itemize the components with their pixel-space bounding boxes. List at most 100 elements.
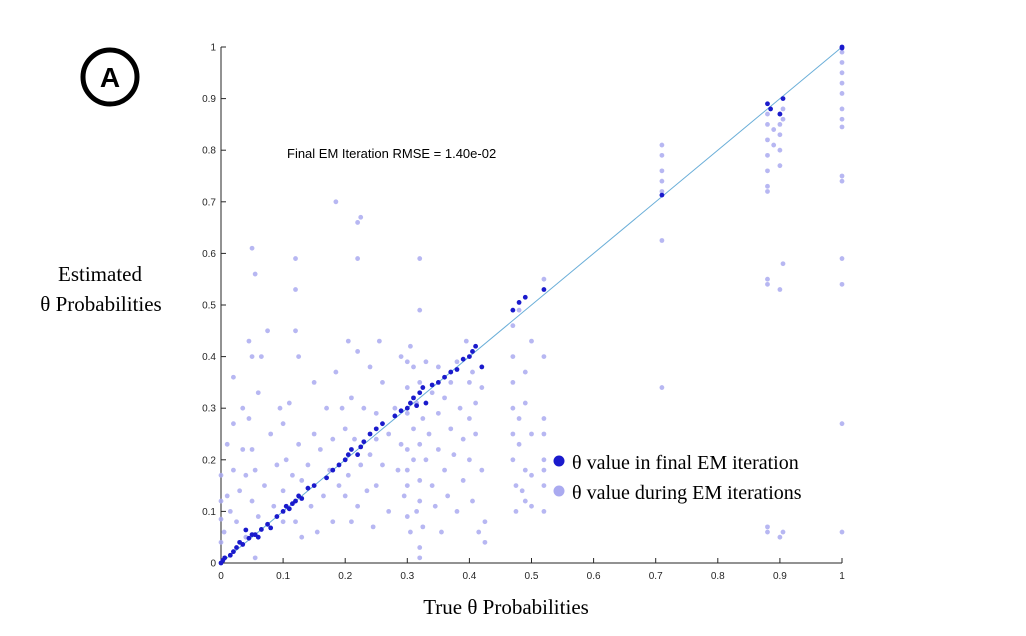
data-point-during-em bbox=[429, 483, 435, 488]
data-point-during-em bbox=[479, 385, 485, 390]
data-point-during-em bbox=[839, 116, 845, 122]
data-point-final-em bbox=[330, 467, 336, 473]
data-point-final-em bbox=[361, 439, 367, 445]
data-point-during-em bbox=[765, 281, 770, 287]
data-point-during-em bbox=[392, 405, 398, 411]
data-point-during-em bbox=[240, 405, 246, 411]
data-point-during-em bbox=[510, 405, 516, 411]
data-point-during-em bbox=[839, 178, 845, 184]
data-point-during-em bbox=[293, 519, 298, 525]
data-point-during-em bbox=[367, 452, 373, 458]
panel-badge-label: A bbox=[100, 62, 120, 93]
data-point-during-em bbox=[510, 354, 516, 359]
data-point-during-em bbox=[659, 238, 665, 243]
data-point-during-em bbox=[330, 436, 336, 442]
data-point-during-em bbox=[290, 472, 295, 478]
data-point-during-em bbox=[541, 416, 547, 421]
data-point-during-em bbox=[240, 447, 246, 452]
data-point-final-em bbox=[227, 552, 233, 558]
legend-label-final: θ value in final EM iteration bbox=[572, 452, 799, 474]
data-point-during-em bbox=[467, 380, 472, 385]
data-point-final-em bbox=[268, 525, 274, 531]
data-point-during-em bbox=[454, 509, 460, 514]
data-point-during-em bbox=[780, 116, 786, 122]
data-point-during-em bbox=[411, 364, 416, 370]
data-point-during-em bbox=[513, 509, 519, 514]
data-point-during-em bbox=[417, 498, 423, 504]
data-point-final-em bbox=[442, 374, 447, 380]
data-point-during-em bbox=[479, 467, 485, 473]
data-point-final-em bbox=[470, 349, 475, 354]
data-point-during-em bbox=[417, 441, 423, 447]
data-point-during-em bbox=[376, 338, 382, 344]
data-point-during-em bbox=[765, 152, 770, 158]
data-point-during-em bbox=[299, 534, 305, 540]
data-point-during-em bbox=[296, 354, 302, 359]
data-point-during-em bbox=[280, 519, 286, 525]
data-point-during-em bbox=[417, 256, 423, 261]
y-tick-label: 0.9 bbox=[202, 94, 216, 105]
data-point-during-em bbox=[454, 359, 460, 365]
data-point-final-em bbox=[311, 483, 317, 488]
data-point-final-em bbox=[454, 367, 460, 372]
data-point-during-em bbox=[839, 49, 845, 55]
data-point-during-em bbox=[417, 307, 423, 313]
data-point-during-em bbox=[541, 467, 547, 473]
data-point-during-em bbox=[541, 483, 547, 488]
data-point-during-em bbox=[417, 380, 423, 385]
data-point-final-em bbox=[274, 514, 280, 519]
data-point-during-em bbox=[473, 431, 479, 437]
data-point-during-em bbox=[355, 503, 361, 509]
data-point-during-em bbox=[373, 483, 379, 488]
data-point-during-em bbox=[355, 220, 361, 225]
data-point-final-em bbox=[243, 527, 249, 533]
data-point-during-em bbox=[224, 441, 230, 447]
data-point-during-em bbox=[262, 483, 267, 488]
data-point-final-em bbox=[392, 413, 398, 419]
x-tick-label: 0.9 bbox=[773, 571, 787, 582]
data-point-during-em bbox=[435, 447, 441, 452]
data-point-during-em bbox=[529, 503, 534, 509]
data-point-during-em bbox=[780, 261, 786, 267]
data-point-during-em bbox=[445, 493, 451, 499]
data-point-final-em bbox=[234, 545, 239, 550]
data-point-during-em bbox=[839, 529, 845, 535]
y-tick-label: 0.8 bbox=[202, 146, 216, 157]
data-point-final-em bbox=[355, 452, 361, 458]
data-point-final-em bbox=[324, 475, 329, 481]
data-point-final-em bbox=[336, 462, 342, 468]
data-point-final-em bbox=[293, 498, 298, 504]
legend: θ value in final EM iteration θ value du… bbox=[553, 452, 802, 504]
data-point-during-em bbox=[342, 426, 348, 432]
data-point-during-em bbox=[442, 395, 447, 401]
data-point-during-em bbox=[243, 472, 249, 478]
data-point-during-em bbox=[408, 529, 413, 535]
data-point-during-em bbox=[249, 354, 255, 359]
data-point-during-em bbox=[252, 271, 258, 277]
y-tick-label: 0.7 bbox=[202, 197, 216, 208]
data-point-final-em bbox=[231, 549, 236, 555]
data-point-during-em bbox=[218, 498, 224, 504]
data-point-during-em bbox=[839, 91, 845, 96]
data-point-during-em bbox=[470, 369, 475, 375]
data-point-during-em bbox=[513, 483, 519, 488]
data-point-during-em bbox=[231, 374, 236, 380]
legend-marker-final bbox=[553, 455, 565, 467]
data-point-during-em bbox=[777, 147, 783, 153]
data-point-during-em bbox=[432, 503, 438, 509]
data-point-during-em bbox=[293, 256, 298, 261]
data-point-final-em bbox=[222, 555, 228, 561]
data-point-during-em bbox=[380, 380, 385, 385]
data-point-during-em bbox=[286, 400, 292, 406]
x-tick-label: 0.1 bbox=[276, 571, 290, 582]
data-point-during-em bbox=[476, 529, 482, 535]
data-point-during-em bbox=[765, 122, 770, 127]
x-tick-label: 0.7 bbox=[649, 571, 663, 582]
data-point-during-em bbox=[358, 462, 364, 468]
data-point-during-em bbox=[255, 390, 261, 396]
data-point-during-em bbox=[395, 467, 401, 473]
data-point-final-em bbox=[541, 287, 547, 292]
data-point-final-em bbox=[417, 390, 423, 396]
data-point-during-em bbox=[510, 431, 516, 437]
data-point-during-em bbox=[839, 106, 845, 112]
